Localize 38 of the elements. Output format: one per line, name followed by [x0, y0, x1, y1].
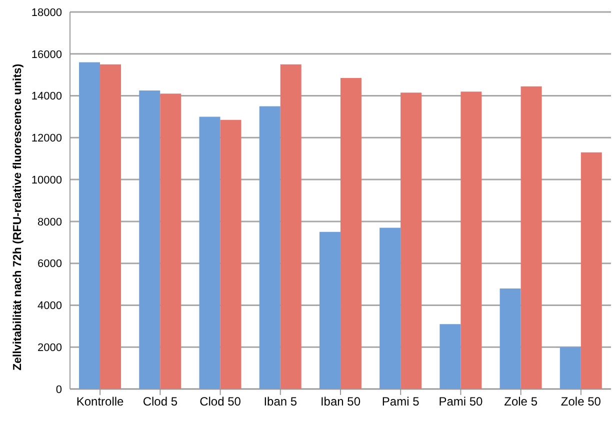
bar	[520, 86, 542, 389]
bar	[319, 232, 340, 389]
bar	[340, 78, 362, 389]
y-tick-label: 8000	[38, 216, 62, 228]
bar	[380, 228, 401, 389]
x-tick-label: Pami 5	[382, 394, 420, 409]
bar	[220, 120, 242, 389]
y-tick-label: 10000	[31, 174, 62, 186]
y-tick-label: 14000	[31, 90, 62, 103]
y-tick-label: 2000	[38, 342, 62, 354]
bar	[280, 64, 302, 389]
bar	[500, 288, 521, 389]
x-tick-label: Iban 5	[264, 394, 298, 409]
bar	[560, 347, 581, 389]
x-tick-label: Kontrolle	[76, 394, 124, 409]
y-axis-title: Zellvitabilität nach 72h (RFU-relative fluorescence units)	[12, 64, 24, 370]
bar	[79, 62, 100, 389]
y-tick-label: 4000	[38, 300, 62, 312]
bar	[440, 324, 461, 389]
x-tick-label: Zole 50	[560, 394, 602, 409]
bar	[580, 152, 602, 389]
y-tick-label: 6000	[38, 258, 62, 270]
x-tick-label: Pami 50	[438, 394, 484, 409]
bar	[100, 64, 122, 389]
x-tick-label: Iban 50	[320, 394, 361, 409]
bar	[139, 90, 160, 389]
x-tick-label: Clod 5	[142, 394, 178, 409]
bar	[259, 106, 280, 389]
y-tick-label: 12000	[31, 132, 62, 145]
bar	[400, 92, 422, 389]
y-tick-label: 16000	[31, 48, 62, 61]
bar	[199, 116, 220, 389]
y-tick-label: 0	[56, 384, 62, 396]
bar	[460, 92, 482, 389]
y-tick-label: 18000	[31, 6, 62, 19]
x-tick-label: Clod 50	[200, 394, 242, 409]
x-tick-label: Zole 5	[504, 394, 538, 409]
bar	[160, 94, 182, 389]
